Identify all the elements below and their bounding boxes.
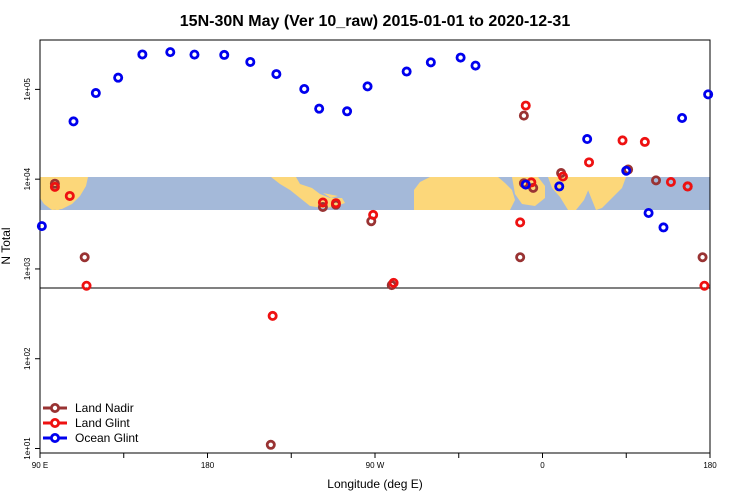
x-axis-label: Longitude (deg E) [327,477,422,491]
land-africa [414,177,515,210]
map-background [40,177,710,210]
land-glint-point [64,190,75,201]
ocean-glint-point [36,221,47,232]
y-tick-label: 1e+01 [23,437,32,460]
land-glint-point [368,209,379,220]
land-glint-point [584,157,595,168]
land-nadir-point [651,175,662,186]
ocean-glint-point [342,106,353,117]
data-points [36,47,714,450]
land-glint-point [81,280,92,291]
ocean-glint-point [621,165,632,176]
land-glint-point [388,277,399,288]
ocean-glint-point [165,47,176,58]
land-glint-point [639,136,650,147]
x-tick-label: 180 [703,461,717,470]
legend-swatch-marker [50,417,61,428]
ocean-glint-point [643,207,654,218]
y-tick-label: 1e+04 [23,167,32,190]
land-glint-point [682,181,693,192]
x-tick-label: 180 [201,461,215,470]
ocean-glint-point [362,81,373,92]
ocean-glint-point [425,57,436,68]
ocean-glint-point [68,116,79,127]
land-china-east [586,177,626,210]
ocean-glint-point [470,60,481,71]
ocean-glint-point [189,49,200,60]
land-glint-point [699,280,710,291]
ocean-glint-point [703,89,714,100]
ocean-glint-point [314,103,325,114]
ocean-glint-point [554,181,565,192]
land-nadir-point [265,439,276,450]
land-south-east-asia [48,204,60,210]
legend-label: Ocean Glint [75,431,139,445]
chart-title: 15N-30N May (Ver 10_raw) 2015-01-01 to 2… [180,13,571,30]
land-cuba [323,193,338,198]
land-glint-point [665,176,676,187]
ocean-glint-point [677,112,688,123]
plot-frame [39,39,711,454]
legend-label: Land Nadir [75,401,134,415]
legend-swatch-marker [50,402,61,413]
x-tick-label: 90 E [32,461,48,470]
ocean-glint-point [658,222,669,233]
land-glint-point [557,171,568,182]
land-glint-point [317,197,328,208]
y-axis: 1e+01 1e+02 1e+03 1e+04 1e+05 [23,78,40,460]
land-glint-point [617,135,628,146]
land-glint-point [515,217,526,228]
x-tick-label: 90 W [366,461,385,470]
ocean-glint-point [582,134,593,145]
land-nadir-point [317,201,328,212]
y-tick-label: 1e+03 [23,257,32,280]
ocean-glint-point [137,49,148,60]
legend-label: Land Glint [75,416,130,430]
ocean-glint-point [271,69,282,80]
legend-swatch-marker [50,432,61,443]
x-axis: 90 E 180 90 W 0 180 [32,453,717,470]
x-tick-label: 0 [540,461,545,470]
land-india [548,177,590,210]
land-glint-point [330,198,341,209]
land-nadir-point [515,252,526,263]
y-tick-label: 1e+05 [23,78,32,101]
y-axis-label: N Total [0,227,13,264]
land-nadir-point [697,252,708,263]
ocean-glint-point [455,52,466,63]
y-tick-label: 1e+02 [23,347,32,370]
ocean-glint-point [90,88,101,99]
land-glint-point [520,100,531,111]
land-glint-point [267,310,278,321]
land-nadir-point [79,252,90,263]
ocean-glint-point [520,179,531,190]
land-glint-point [49,181,60,192]
ocean-glint-point [219,49,230,60]
ocean-glint-point [245,56,256,67]
land-nadir-point [518,110,529,121]
ocean-glint-point [113,72,124,83]
ocean-glint-point [299,83,310,94]
ocean-glint-point [401,66,412,77]
